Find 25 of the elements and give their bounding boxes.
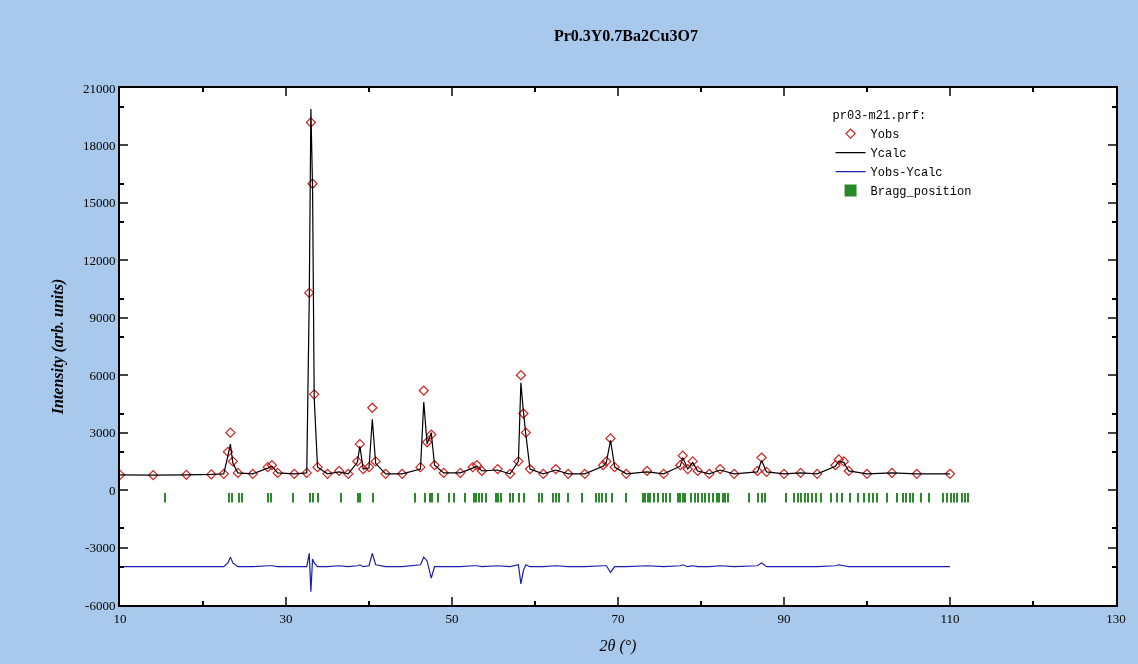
y-tick-label: 9000 — [89, 310, 116, 326]
y-tick-label: -3000 — [85, 540, 116, 556]
legend-title: pr03-m21.prf: — [832, 109, 927, 124]
legend-label: Yobs-Ycalc — [870, 166, 943, 181]
y-tick-label: 21000 — [82, 80, 116, 96]
y-axis-title: Intensity (arb. units) — [49, 278, 68, 416]
x-tick-label: 10 — [113, 610, 127, 626]
y-tick-label: 3000 — [89, 425, 116, 441]
x-tick-label: 110 — [940, 610, 960, 626]
x-tick-label: 70 — [611, 610, 625, 626]
x-tick-label: 130 — [1106, 610, 1126, 626]
y-tick-label: 15000 — [82, 195, 116, 211]
x-tick-label: 30 — [279, 610, 293, 626]
y-tick-label: 12000 — [82, 252, 116, 268]
y-tick-label: 18000 — [82, 137, 116, 153]
legend-label: Ycalc — [870, 147, 907, 162]
legend-label: Bragg_position — [870, 185, 972, 200]
x-tick-label: 50 — [445, 610, 459, 626]
legend-label: Yobs — [870, 128, 900, 143]
y-tick-label: 0 — [108, 482, 116, 498]
y-tick-label: -6000 — [85, 597, 116, 613]
y-tick-label: 6000 — [89, 367, 116, 383]
x-axis-title: 2θ (°) — [599, 636, 637, 655]
chart-title: Pr0.3Y0.7Ba2Cu3O7 — [553, 27, 698, 45]
x-tick-label: 90 — [777, 610, 791, 626]
